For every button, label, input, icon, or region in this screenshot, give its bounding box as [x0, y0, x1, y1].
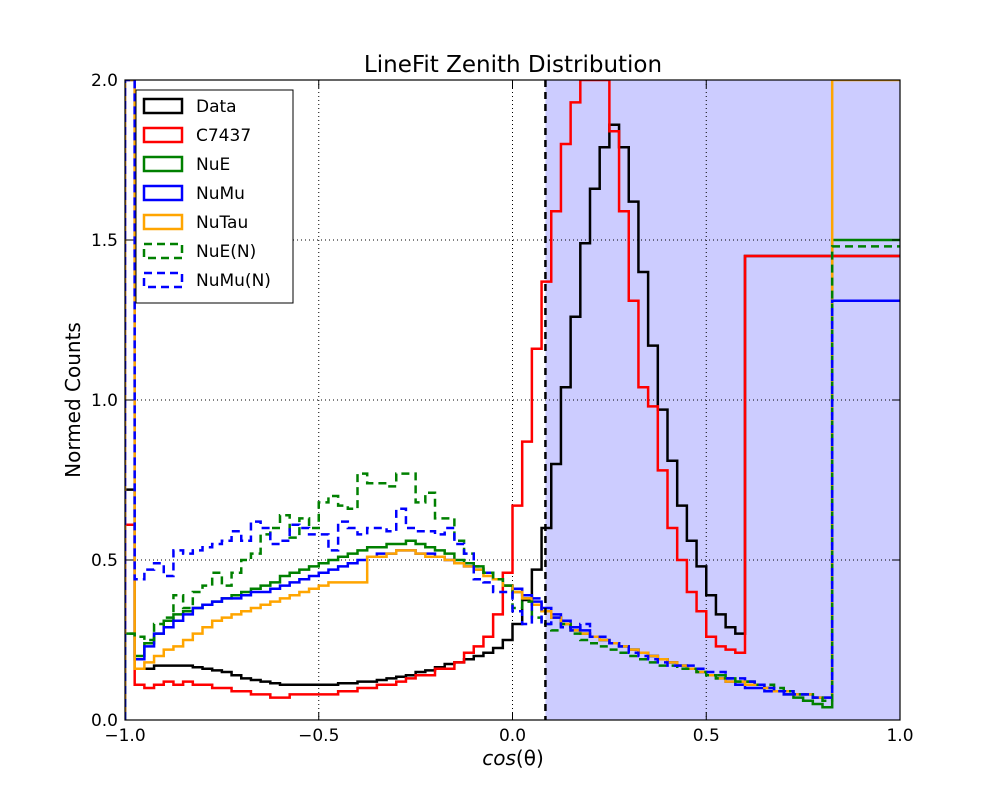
plot-area: −1.0 −0.5 0.0 0.5 1.0 0.0 0.5 1.0 1.5 2.0	[91, 71, 914, 746]
legend-label: NuMu(N)	[196, 271, 271, 291]
legend-swatch	[142, 271, 184, 289]
legend-swatch	[142, 184, 184, 202]
legend-box	[135, 89, 294, 304]
legend-swatch	[142, 97, 184, 115]
x-tick-label: 1.0	[886, 726, 913, 746]
legend-label: Data	[196, 97, 237, 117]
y-tick-label: 1.5	[91, 231, 118, 251]
series-line-numu-n-	[125, 80, 900, 720]
x-tick-label: 0.0	[499, 726, 526, 746]
legend-label: NuE(N)	[196, 242, 256, 262]
y-tick-label: 0.0	[91, 711, 118, 731]
legend-label: NuTau	[196, 213, 248, 233]
y-axis-label: Normed Counts	[61, 322, 85, 478]
y-tick-label: 0.5	[91, 551, 118, 571]
y-tick-label: 2.0	[91, 71, 118, 91]
x-tick-label: 0.5	[693, 726, 720, 746]
legend-swatch	[142, 126, 184, 144]
x-axis-label-suffix: (θ)	[516, 746, 544, 770]
series-line-nue-n-	[125, 245, 900, 720]
legend-label: C7437	[196, 126, 251, 146]
x-tick-label: −1.0	[104, 726, 145, 746]
legend-swatch	[142, 242, 184, 260]
legend: Data C7437 NuE NuMu NuTau NuE(N) NuMu(N)	[135, 89, 294, 304]
chart-title: LineFit Zenith Distribution	[364, 52, 662, 78]
legend-swatch	[142, 213, 184, 231]
legend-swatch	[142, 155, 184, 173]
legend-label: NuMu	[196, 184, 245, 204]
legend-label: NuE	[196, 155, 230, 175]
series-line-c7437	[125, 80, 900, 720]
x-tick-label: −0.5	[298, 726, 339, 746]
x-axis-label-prefix: cos	[482, 746, 516, 770]
x-axis-label: cos(θ)	[482, 746, 544, 770]
y-tick-label: 1.0	[91, 391, 118, 411]
